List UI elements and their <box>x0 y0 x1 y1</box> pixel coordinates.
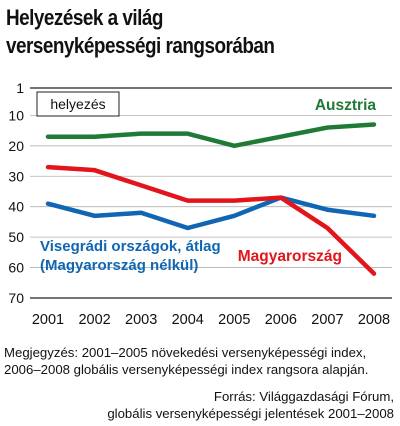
series-line-0 <box>45 122 377 149</box>
legend-visegrad-line-2: (Magyarország nélkül) <box>40 257 198 274</box>
y-label-text: helyezés <box>50 96 105 112</box>
y-label-box: helyezés <box>36 91 120 117</box>
x-tick-2003: 2003 <box>125 312 157 328</box>
x-tick-2002: 2002 <box>78 312 110 328</box>
y-tick-50: 50 <box>8 229 24 245</box>
x-tick-2007: 2007 <box>311 312 343 328</box>
legend-visegrad-line-1: Visegrádi országok, átlag <box>40 238 221 255</box>
footnote-line-1: Megjegyzés: 2001–2005 növekedési verseny… <box>4 345 367 360</box>
chart-title: Helyezések a világ versenyképességi rang… <box>6 4 275 60</box>
gridlines <box>30 87 392 299</box>
y-tick-20: 20 <box>8 138 24 154</box>
x-tick-2008: 2008 <box>358 312 390 328</box>
series-line-2 <box>45 195 377 231</box>
x-tick-2006: 2006 <box>265 312 297 328</box>
line-chart: 1 10 20 30 40 50 60 70 2001 2002 2003 2004 2005 2006… <box>8 80 392 328</box>
title-line-2: versenyképességi rangsorában <box>6 33 275 58</box>
legend-ausztria: Ausztria <box>315 97 377 114</box>
footnote: Megjegyzés: 2001–2005 növekedési verseny… <box>4 344 396 378</box>
source-line-2: globális versenyképességi jelentések 200… <box>107 406 394 421</box>
x-tick-2005: 2005 <box>218 312 250 328</box>
y-tick-30: 30 <box>8 168 24 184</box>
footnote-line-2: 2006–2008 globális versenyképességi inde… <box>4 362 369 377</box>
source-note: Forrás: Világgazdasági Fórum, globális v… <box>107 388 394 422</box>
legend-magyarorszag: Magyarország <box>238 248 342 265</box>
y-tick-labels: 1 10 20 30 40 50 60 70 <box>8 80 24 306</box>
source-line-1: Forrás: Világgazdasági Fórum, <box>213 389 394 404</box>
y-tick-40: 40 <box>8 199 24 215</box>
y-tick-1: 1 <box>16 80 24 96</box>
y-tick-10: 10 <box>8 107 24 123</box>
x-tick-labels: 2001 2002 2003 2004 2005 2006 2007 2008 <box>32 312 390 328</box>
x-tick-2001: 2001 <box>32 312 64 328</box>
series-line-1 <box>45 164 377 276</box>
title-line-1: Helyezések a világ <box>6 5 163 30</box>
x-tick-2004: 2004 <box>172 312 204 328</box>
y-tick-60: 60 <box>8 260 24 276</box>
y-tick-70: 70 <box>8 290 24 306</box>
series-lines <box>45 122 377 276</box>
